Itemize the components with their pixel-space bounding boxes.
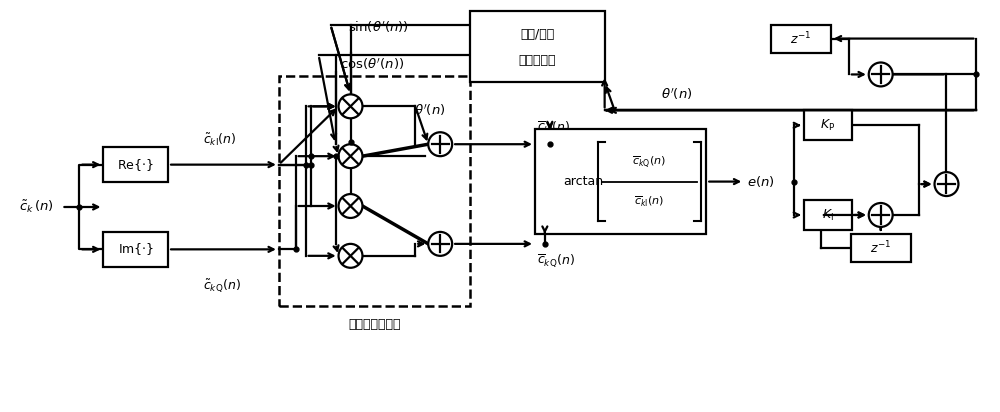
Bar <box>103 147 168 182</box>
Circle shape <box>339 144 362 168</box>
Circle shape <box>339 94 362 118</box>
Bar <box>804 200 852 230</box>
Text: $e(n)$: $e(n)$ <box>747 174 775 189</box>
Text: $\overline{c}_{k\mathrm{I}}(n)$: $\overline{c}_{k\mathrm{I}}(n)$ <box>634 194 665 209</box>
Text: $K_\mathrm{P}$: $K_\mathrm{P}$ <box>820 118 835 133</box>
Bar <box>279 77 470 306</box>
Bar <box>851 234 911 262</box>
Text: $\sin(\theta'(n))$: $\sin(\theta'(n))$ <box>348 20 409 35</box>
Text: 信号发生器: 信号发生器 <box>519 54 556 68</box>
Text: $\mathrm{Re}\{\cdot\}$: $\mathrm{Re}\{\cdot\}$ <box>117 157 154 173</box>
Text: $\tilde{c}_k\,(n)$: $\tilde{c}_k\,(n)$ <box>19 199 54 215</box>
Text: 相位旋转变换器: 相位旋转变换器 <box>348 318 401 331</box>
Text: $\tilde{c}_{k\mathrm{Q}}(n)$: $\tilde{c}_{k\mathrm{Q}}(n)$ <box>203 278 241 295</box>
Circle shape <box>339 194 362 218</box>
Text: $\theta'(n)$: $\theta'(n)$ <box>661 87 693 102</box>
Text: arctan: arctan <box>563 175 603 188</box>
Bar <box>771 25 831 52</box>
Text: $z^{-1}$: $z^{-1}$ <box>790 30 812 47</box>
Text: $\overline{c}_{k\mathrm{Q}}(n)$: $\overline{c}_{k\mathrm{Q}}(n)$ <box>537 252 575 269</box>
Text: 正弦/余弦: 正弦/余弦 <box>520 28 554 41</box>
Text: $\theta'(n)$: $\theta'(n)$ <box>414 103 445 118</box>
Circle shape <box>339 244 362 268</box>
Bar <box>804 110 852 140</box>
Circle shape <box>869 203 893 227</box>
Bar <box>103 232 168 267</box>
Circle shape <box>935 172 958 196</box>
Bar <box>535 129 706 234</box>
Text: $\overline{c}_{k\mathrm{I}}(n)$: $\overline{c}_{k\mathrm{I}}(n)$ <box>537 120 570 136</box>
Bar <box>470 11 605 82</box>
Text: $\tilde{c}_{k\mathrm{I}}(n)$: $\tilde{c}_{k\mathrm{I}}(n)$ <box>203 132 237 148</box>
Circle shape <box>428 232 452 256</box>
Text: $\cos(\theta'(n))$: $\cos(\theta'(n))$ <box>340 57 405 72</box>
Circle shape <box>869 63 893 87</box>
Text: $\mathrm{Im}\{\cdot\}$: $\mathrm{Im}\{\cdot\}$ <box>118 241 154 258</box>
Text: $K_\mathrm{I}$: $K_\mathrm{I}$ <box>822 207 834 222</box>
Circle shape <box>428 132 452 156</box>
Text: $\overline{c}_{k\mathrm{Q}}(n)$: $\overline{c}_{k\mathrm{Q}}(n)$ <box>632 154 666 170</box>
Text: $z^{-1}$: $z^{-1}$ <box>870 239 891 256</box>
